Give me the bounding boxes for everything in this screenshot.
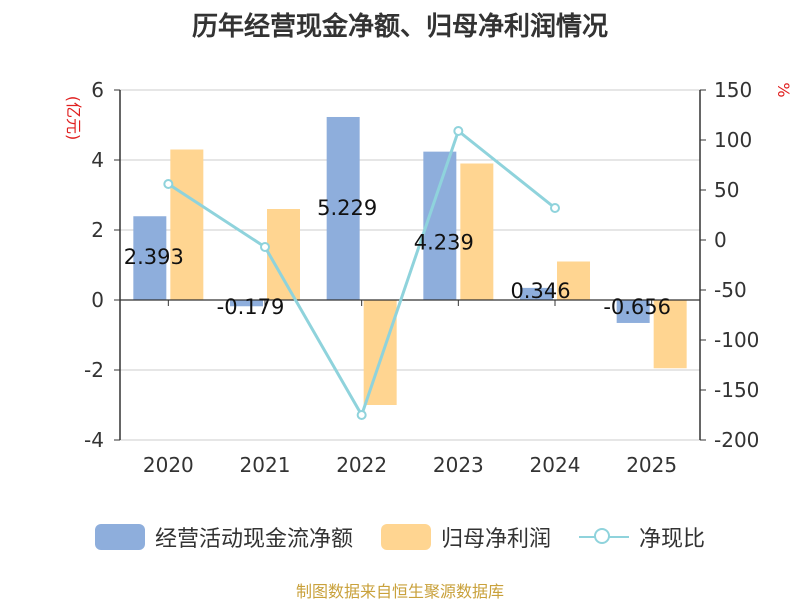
- x-tick-label: 2021: [240, 453, 291, 477]
- ratio-line: [167, 128, 556, 419]
- legend-swatch-ratio: [579, 524, 629, 550]
- chart-svg: 6 4 2 0 -2 -4 150 100 50 0 -50 -100 -150 -200 (亿元)% 202…: [64, 78, 793, 477]
- right-tick-label: -150: [714, 378, 759, 402]
- left-tick-label: 0: [91, 288, 104, 312]
- left-tick-label: -2: [84, 358, 104, 382]
- bar-net-profit-2023: [460, 163, 494, 300]
- data-label-cashflow-2021: -0.179: [217, 295, 285, 319]
- left-tick-label: -4: [84, 428, 104, 452]
- data-label-cashflow-2023: 4.239: [414, 231, 474, 255]
- x-tick-label: 2025: [626, 453, 677, 477]
- x-tick-label: 2022: [336, 453, 387, 477]
- ratio-point: [163, 179, 174, 189]
- bar-net-profit-2022: [363, 300, 397, 405]
- right-tick-label: 100: [714, 128, 752, 152]
- x-tick-label: 2020: [143, 453, 194, 477]
- legend-swatch-net-profit: [380, 524, 431, 550]
- data-label-cashflow-2022: 5.229: [317, 196, 377, 220]
- legend-label-ratio: 净现比: [639, 527, 706, 552]
- data-label-cashflow-2024: 0.346: [510, 279, 570, 303]
- legend: 经营活动现金流净额 归母净利润 净现比: [0, 517, 800, 557]
- left-axis-unit: (亿元): [64, 96, 83, 141]
- ratio-point: [260, 242, 270, 252]
- bar-net-profit-2025: [653, 300, 687, 369]
- bar-net-profit-2024: [557, 261, 590, 300]
- bar-net-profit-2021: [267, 209, 300, 300]
- bar-cashflow-2022: [326, 116, 360, 300]
- bar-cashflow-2025: [616, 300, 650, 323]
- right-tick-label: 0: [714, 228, 727, 252]
- right-axis-unit: %: [774, 82, 793, 97]
- legend-label-cashflow: 经营活动现金流净额: [154, 527, 353, 552]
- x-tick-label: 2023: [433, 453, 484, 477]
- bar-cashflow-2023: [423, 151, 457, 300]
- source-note: 制图数据来自恒生聚源数据库: [295, 582, 504, 601]
- ratio-point: [453, 126, 464, 136]
- right-tick-label: 150: [714, 78, 752, 102]
- legend-swatch-cashflow: [94, 524, 145, 550]
- legend-item-ratio[interactable]: 净现比: [579, 521, 705, 553]
- data-label-cashflow-2020: 2.393: [124, 245, 184, 269]
- data-label-cashflow-2025: -0.656: [603, 295, 671, 319]
- right-tick-label: -200: [714, 428, 759, 452]
- legend-label-net-profit: 归母净利润: [440, 527, 551, 552]
- chart-title: 历年经营现金净额、归母净利润情况: [191, 12, 608, 42]
- ratio-point: [550, 203, 560, 213]
- x-tick-label: 2024: [530, 453, 581, 477]
- legend-item-cashflow[interactable]: 经营活动现金流净额: [94, 521, 353, 553]
- legend-item-net-profit[interactable]: 归母净利润: [380, 521, 551, 553]
- right-tick-label: 50: [714, 178, 739, 202]
- bar-cashflow-2024: [520, 287, 553, 300]
- ratio-point: [356, 410, 367, 420]
- bar-net-profit-2020: [170, 149, 204, 300]
- left-tick-label: 2: [91, 218, 104, 242]
- bar-cashflow-2021: [230, 300, 263, 307]
- right-tick-label: -100: [714, 328, 759, 352]
- left-tick-label: 6: [91, 78, 104, 102]
- bar-cashflow-2020: [133, 216, 167, 300]
- left-tick-label: 4: [91, 148, 104, 172]
- right-tick-label: -50: [714, 278, 747, 302]
